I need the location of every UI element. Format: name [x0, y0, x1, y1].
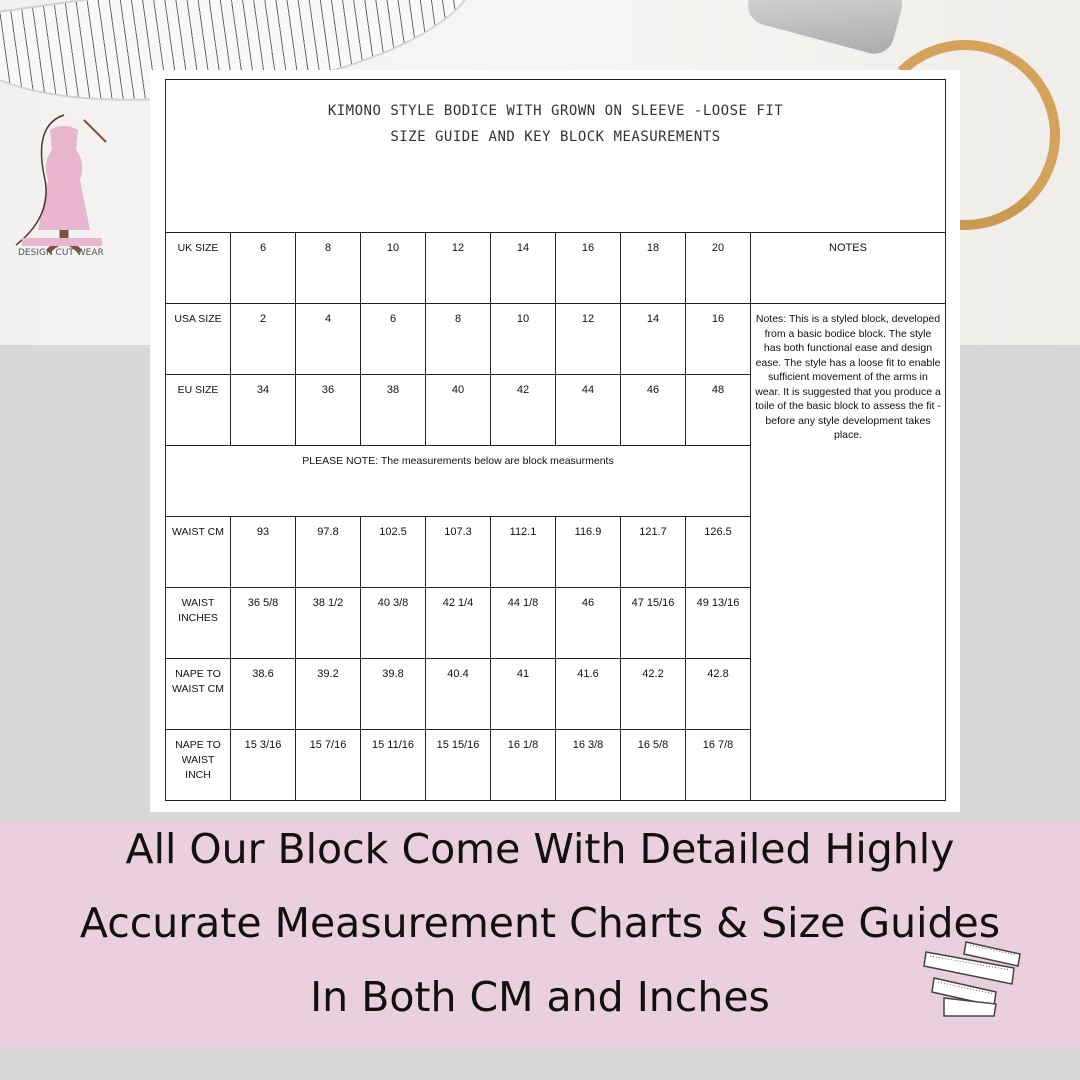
table-cell: 41.6: [555, 658, 621, 730]
table-cell: 18: [620, 232, 686, 304]
table-cell: 40.4: [425, 658, 491, 730]
table-cell: 36 5/8: [230, 587, 296, 659]
table-cell: 16 1/8: [490, 729, 556, 801]
table-cell: 102.5: [360, 516, 426, 588]
scissors-handle-image: [870, 40, 1060, 230]
banner-line-3: In Both CM and Inches: [310, 973, 770, 1021]
table-cell: 42.8: [685, 658, 751, 730]
notes-header: NOTES: [750, 232, 946, 304]
table-cell: 12: [555, 303, 621, 375]
table-row-nape-to-waist-inch: NAPE TO WAIST INCH 15 3/16 15 7/16 15 11…: [165, 729, 946, 801]
table-cell: 46: [555, 587, 621, 659]
table-cell: 46: [620, 374, 686, 446]
table-cell: 8: [425, 303, 491, 375]
table-cell: 16 3/8: [555, 729, 621, 801]
table-row-usa-size: USA SIZE 2 4 6 8 10 12 14 16 Notes: This…: [165, 303, 946, 801]
table-cell: 6: [230, 232, 296, 304]
table-row-nape-to-waist-cm: NAPE TO WAIST CM 38.6 39.2 39.8 40.4 41 …: [165, 658, 946, 730]
table-cell: 6: [360, 303, 426, 375]
table-cell: 10: [360, 232, 426, 304]
table-cell: 112.1: [490, 516, 556, 588]
table-cell: 126.5: [685, 516, 751, 588]
table-cell: 15 7/16: [295, 729, 361, 801]
table-cell: 44: [555, 374, 621, 446]
row-label: USA SIZE: [165, 303, 231, 375]
table-cell: 16: [685, 303, 751, 375]
table-cell: 121.7: [620, 516, 686, 588]
table-cell: 14: [620, 303, 686, 375]
table-row-please-note: PLEASE NOTE: The measurements below are …: [165, 445, 946, 517]
table-cell: 97.8: [295, 516, 361, 588]
table-cell: 2: [230, 303, 296, 375]
table-cell: 40 3/8: [360, 587, 426, 659]
table-cell: 42 1/4: [425, 587, 491, 659]
table-cell: 39.8: [360, 658, 426, 730]
row-label: WAIST INCHES: [165, 587, 231, 659]
table-cell: 41: [490, 658, 556, 730]
table-row-uk-size: UK SIZE 6 8 10 12 14 16 18 20 NOTES: [165, 232, 946, 304]
scissors-blade-image: [743, 0, 907, 59]
table-cell: 36: [295, 374, 361, 446]
banner-text: All Our Block Come With Detailed Highly …: [0, 812, 1080, 1034]
table-cell: 116.9: [555, 516, 621, 588]
row-label: WAIST CM: [165, 516, 231, 588]
table-cell: 38 1/2: [295, 587, 361, 659]
notes-text: Notes: This is a styled block, developed…: [750, 303, 946, 801]
logo-text: DESIGN CUT WEAR: [18, 248, 104, 258]
row-label: NAPE TO WAIST INCH: [165, 729, 231, 801]
table-cell: 38.6: [230, 658, 296, 730]
table-cell: 15 11/16: [360, 729, 426, 801]
table-cell: 10: [490, 303, 556, 375]
table-cell: 38: [360, 374, 426, 446]
table-row-waist-cm: WAIST CM 93 97.8 102.5 107.3 112.1 116.9…: [165, 516, 946, 588]
table-cell: 15 15/16: [425, 729, 491, 801]
table-cell: 16 5/8: [620, 729, 686, 801]
please-note-text: PLEASE NOTE: The measurements below are …: [165, 445, 751, 517]
table-row-eu-size: EU SIZE 34 36 38 40 42 44 46 48: [165, 374, 946, 446]
table-cell: 93: [230, 516, 296, 588]
size-chart-table: KIMONO STYLE BODICE WITH GROWN ON SLEEVE…: [165, 79, 946, 801]
table-cell: 47 15/16: [620, 587, 686, 659]
table-cell: 16: [555, 232, 621, 304]
banner-line-1: All Our Block Come With Detailed Highly: [125, 825, 955, 873]
table-cell: 39.2: [295, 658, 361, 730]
table-cell: 12: [425, 232, 491, 304]
table-cell: 34: [230, 374, 296, 446]
table-cell: 4: [295, 303, 361, 375]
pink-banner: [0, 820, 1080, 1048]
table-cell: 44 1/8: [490, 587, 556, 659]
table-cell: 15 3/16: [230, 729, 296, 801]
dress-form-logo-icon: [15, 114, 107, 254]
chart-title-line1: KIMONO STYLE BODICE WITH GROWN ON SLEEVE…: [327, 103, 784, 119]
table-cell: 20: [685, 232, 751, 304]
chart-title: KIMONO STYLE BODICE WITH GROWN ON SLEEVE…: [165, 79, 946, 233]
row-label: EU SIZE: [165, 374, 231, 446]
table-cell: 16 7/8: [685, 729, 751, 801]
table-cell: 42.2: [620, 658, 686, 730]
table-cell: 107.3: [425, 516, 491, 588]
table-row-waist-inches: WAIST INCHES 36 5/8 38 1/2 40 3/8 42 1/4…: [165, 587, 946, 659]
tape-measure-icon: [923, 941, 1021, 1017]
banner-line-2: Accurate Measurement Charts & Size Guide…: [79, 899, 1001, 947]
table-cell: 42: [490, 374, 556, 446]
chart-title-line2: SIZE GUIDE AND KEY BLOCK MEASUREMENTS: [390, 129, 721, 145]
row-label: UK SIZE: [165, 232, 231, 304]
table-cell: 48: [685, 374, 751, 446]
row-label: NAPE TO WAIST CM: [165, 658, 231, 730]
table-cell: 14: [490, 232, 556, 304]
table-cell: 49 13/16: [685, 587, 751, 659]
table-cell: 8: [295, 232, 361, 304]
table-cell: 40: [425, 374, 491, 446]
